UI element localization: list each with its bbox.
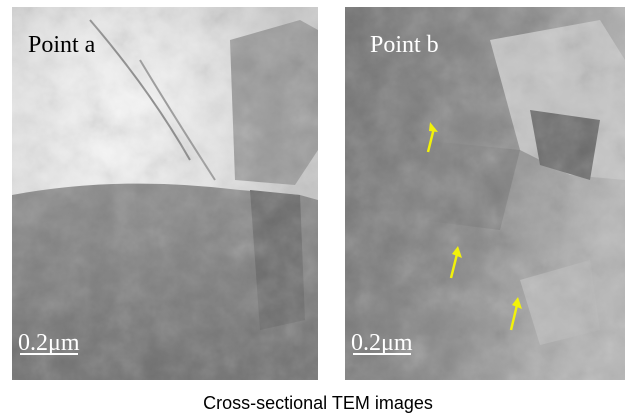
image-a (12, 7, 318, 380)
scale-label: 0.2μm (18, 330, 80, 356)
page: Point a Point b 0.2μm 0.2μm Cross-sectio… (0, 0, 636, 417)
panel-label: Point a (28, 32, 96, 58)
scale-label: 0.2μm (351, 330, 413, 356)
caption: Cross-sectional TEM images (203, 393, 433, 413)
panel-label: Point b (370, 32, 439, 58)
figure: Point a Point b 0.2μm 0.2μm Cross-sectio… (0, 0, 636, 417)
image-b (345, 7, 625, 380)
